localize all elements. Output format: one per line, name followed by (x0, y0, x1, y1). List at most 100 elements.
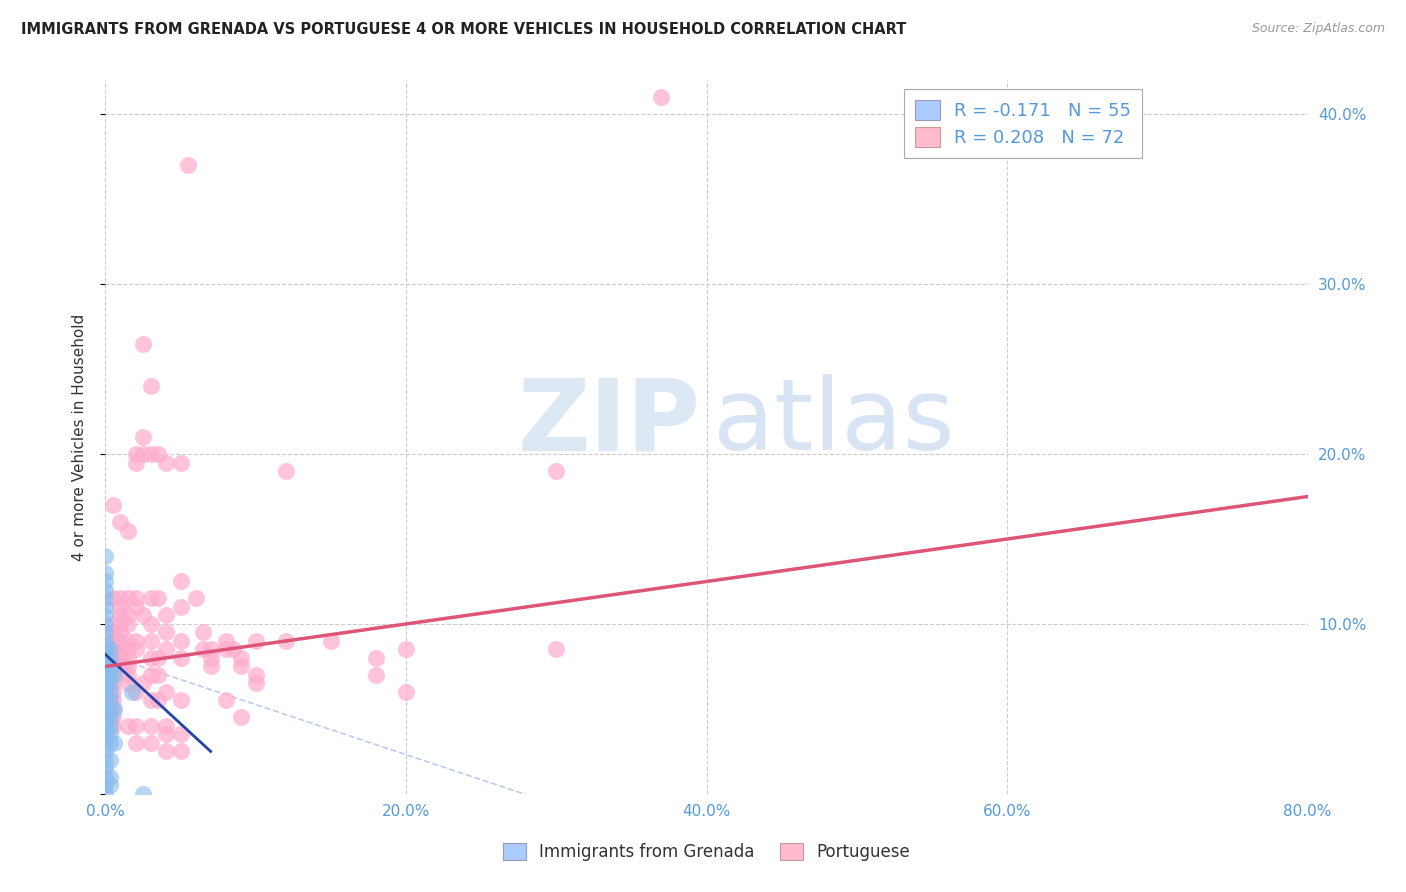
Point (94, 727, 117, 741)
Point (94, 671, 117, 685)
Point (229, 651, 252, 665)
Point (110, 617, 132, 632)
Point (200, 659, 222, 673)
Point (921, 90, 943, 104)
Point (98, 685, 121, 699)
Point (101, 591, 124, 606)
Point (124, 456, 146, 470)
Point (117, 719, 139, 733)
Point (132, 447, 155, 461)
Point (110, 651, 132, 665)
Point (94, 676, 117, 690)
Point (117, 617, 139, 632)
Point (155, 744, 177, 758)
Point (94, 651, 117, 665)
Point (139, 651, 162, 665)
Point (117, 659, 139, 673)
Point (395, 685, 418, 699)
Point (101, 642, 124, 657)
Point (169, 634, 191, 648)
Point (98, 778, 121, 792)
Point (546, 464, 568, 478)
Point (229, 659, 252, 673)
Point (124, 719, 146, 733)
Point (139, 668, 162, 682)
Point (146, 447, 169, 461)
Point (94, 761, 117, 775)
Point (103, 736, 125, 750)
Point (245, 676, 267, 690)
Point (139, 379, 162, 393)
Point (94, 744, 117, 758)
Point (222, 642, 245, 657)
Point (94, 608, 117, 623)
Point (94, 693, 117, 707)
Point (132, 787, 155, 801)
Point (94, 591, 117, 606)
Point (169, 744, 191, 758)
Point (155, 608, 177, 623)
Point (169, 693, 191, 707)
Point (364, 668, 387, 682)
Point (184, 591, 207, 606)
Point (94, 681, 117, 696)
Point (155, 625, 177, 640)
Point (94, 574, 117, 589)
Point (101, 693, 124, 707)
Legend: Immigrants from Grenada, Portuguese: Immigrants from Grenada, Portuguese (496, 836, 917, 868)
Point (139, 447, 162, 461)
Point (121, 685, 143, 699)
Point (124, 634, 146, 648)
Point (94, 617, 117, 632)
Point (169, 727, 191, 741)
Point (191, 642, 214, 657)
Y-axis label: 4 or more Vehicles in Household: 4 or more Vehicles in Household (72, 313, 87, 561)
Point (94, 668, 117, 682)
Point (101, 625, 124, 640)
Point (94, 639, 117, 653)
Point (117, 608, 139, 623)
Point (98, 693, 121, 707)
Point (94, 634, 117, 648)
Point (98, 676, 121, 690)
Point (229, 710, 252, 724)
Point (117, 676, 139, 690)
Point (94, 659, 117, 673)
Point (101, 685, 124, 699)
Text: Source: ZipAtlas.com: Source: ZipAtlas.com (1251, 22, 1385, 36)
Point (94, 753, 117, 767)
Point (98, 727, 121, 741)
Point (200, 651, 222, 665)
Point (139, 719, 162, 733)
Point (124, 642, 146, 657)
Point (94, 642, 117, 657)
Point (214, 634, 236, 648)
Point (117, 524, 139, 538)
Point (117, 634, 139, 648)
Point (146, 651, 169, 665)
Point (132, 336, 155, 351)
Point (132, 676, 155, 690)
Point (98, 710, 121, 724)
Point (101, 659, 124, 673)
Point (94, 663, 117, 677)
Point (110, 642, 132, 657)
Point (94, 625, 117, 640)
Point (94, 719, 117, 733)
Point (101, 719, 124, 733)
Point (139, 617, 162, 632)
Point (110, 591, 132, 606)
Point (110, 625, 132, 640)
Point (101, 634, 124, 648)
Point (94, 685, 117, 699)
Point (155, 727, 177, 741)
Point (124, 447, 146, 461)
Point (94, 706, 117, 720)
Point (169, 599, 191, 614)
Point (98, 642, 121, 657)
Point (110, 608, 132, 623)
Point (117, 591, 139, 606)
Point (132, 430, 155, 444)
Text: IMMIGRANTS FROM GRENADA VS PORTUGUESE 4 OR MORE VEHICLES IN HOUSEHOLD CORRELATIO: IMMIGRANTS FROM GRENADA VS PORTUGUESE 4 … (21, 22, 907, 37)
Point (94, 787, 117, 801)
